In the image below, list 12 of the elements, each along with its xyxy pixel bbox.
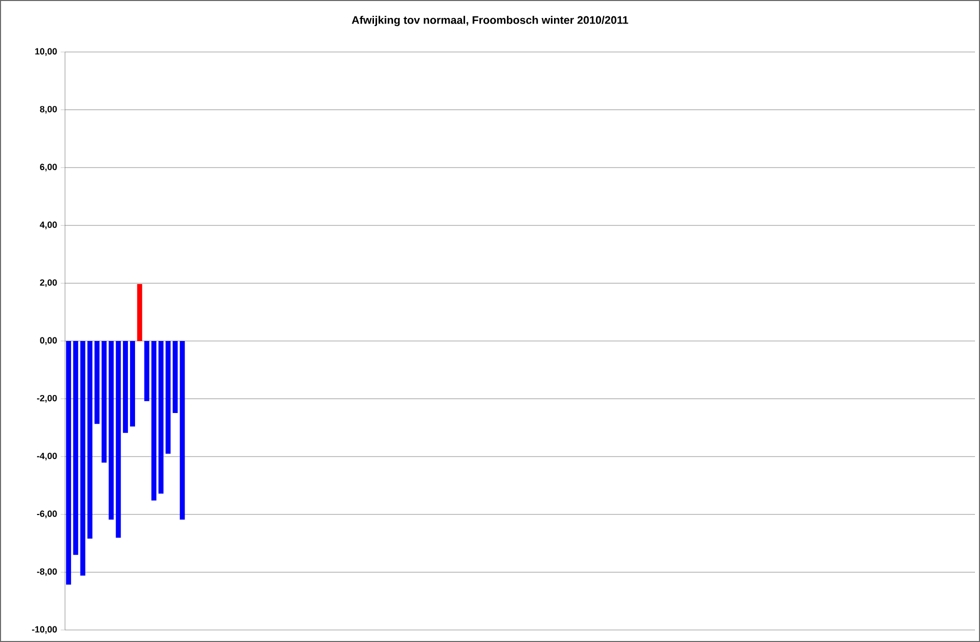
y-tick-label: -10,00: [32, 626, 57, 634]
y-tick-label: 2,00: [40, 279, 57, 288]
chart-title: Afwijking tov normaal, Froombosch winter 2010/2011: [352, 16, 628, 26]
y-tick-label: 10,00: [35, 48, 57, 56]
y-tick-label: 4,00: [40, 222, 57, 230]
y-tick-label: -2,00: [37, 394, 57, 403]
y-tick-label: -6,00: [37, 510, 57, 518]
y-tick-label: 0,00: [40, 337, 57, 345]
y-tick-label: 6,00: [40, 164, 57, 172]
y-tick-label: 8,00: [40, 106, 57, 114]
y-tick-label: -8,00: [37, 568, 57, 576]
y-tick-label: -4,00: [37, 452, 57, 460]
